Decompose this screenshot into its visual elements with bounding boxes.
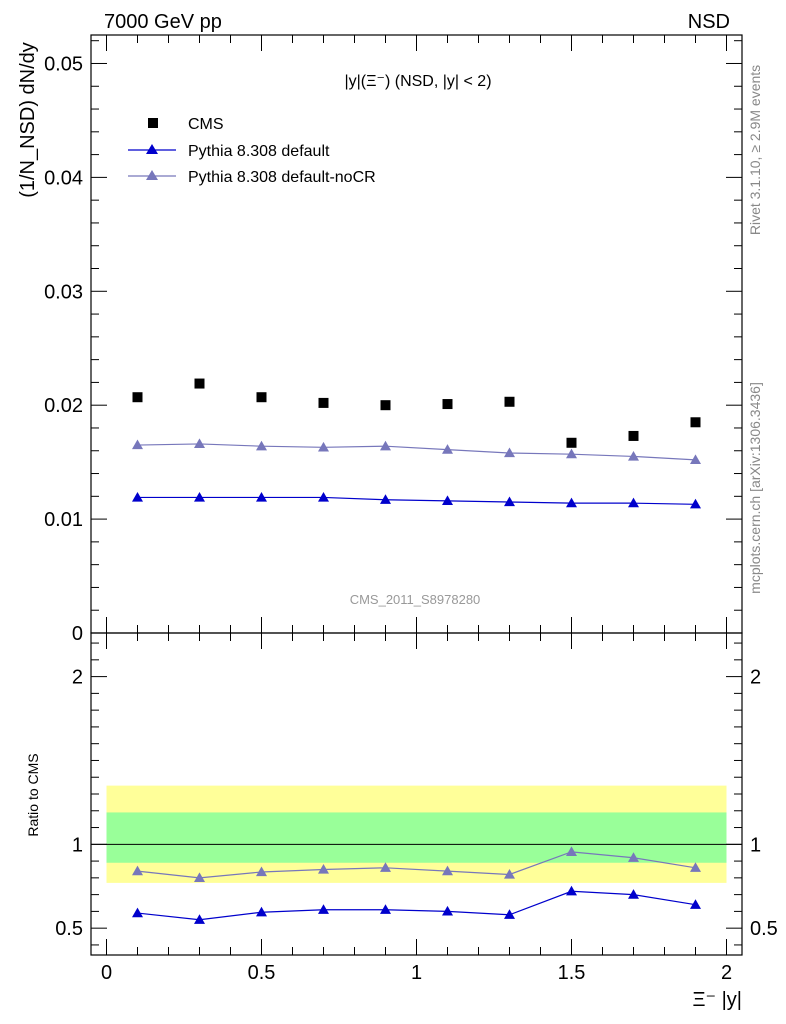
ratio-point-nocr <box>690 862 701 872</box>
main-point-default <box>256 491 267 502</box>
xlabel: Ξ⁻ |y| <box>692 989 742 1011</box>
ratio-band-inner <box>106 812 727 863</box>
ratio-point-nocr <box>194 872 205 882</box>
main-line-default <box>137 496 696 505</box>
main-y-tick-label: 0.02 <box>44 395 83 417</box>
main-point-cms <box>132 392 143 403</box>
main-point-default <box>318 491 329 502</box>
main-marks <box>132 378 701 509</box>
main-point-cms <box>504 396 515 407</box>
main-line-nocr <box>137 443 696 461</box>
main-point-nocr <box>628 450 639 461</box>
main-point-nocr <box>442 444 453 454</box>
ratio-point-nocr <box>318 863 329 874</box>
main-y-tick-label: 0.04 <box>44 167 83 189</box>
x-tick-label: 1 <box>411 962 422 984</box>
legend: CMS Pythia 8.308 default Pythia 8.308 de… <box>128 116 376 186</box>
main-point-default <box>132 491 143 502</box>
ratio-line-default <box>137 890 696 921</box>
main-point-nocr <box>132 439 143 450</box>
main-point-default <box>442 495 453 505</box>
ratio-point-default <box>628 889 639 899</box>
legend-nocr-label: Pythia 8.308 default-noCR <box>188 169 376 186</box>
main-point-cms <box>194 378 205 389</box>
ratio-marks <box>132 846 701 924</box>
axis-ticks: 0 0.5 1 1.5 2 0 0.01 0.02 0.03 0.04 0.05 0.5 0.5 1 1 2 2 <box>44 35 778 984</box>
ratio-point-default <box>442 905 453 916</box>
x-tick-label: 0 <box>101 962 112 984</box>
ratio-point-default <box>132 907 143 918</box>
main-point-nocr <box>504 447 515 458</box>
x-tick-label: 1.5 <box>558 962 586 984</box>
ratio-point-nocr <box>628 852 639 862</box>
plot-title: |y|(Ξ⁻) (NSD, |y| < 2) <box>344 73 491 90</box>
ratio-point-default <box>690 899 701 909</box>
main-point-default <box>628 497 639 508</box>
main-point-cms <box>628 430 639 441</box>
ratio-line-nocr <box>137 851 696 879</box>
main-point-cms <box>566 437 577 448</box>
legend-nocr-marker <box>146 170 158 180</box>
main-point-nocr <box>380 440 391 451</box>
ratio-y-tick-label-right: 0.5 <box>750 918 778 940</box>
main-y-tick-label: 0.03 <box>44 281 83 303</box>
main-point-nocr <box>318 441 329 452</box>
main-point-cms <box>442 399 453 410</box>
ratio-point-nocr <box>566 846 577 856</box>
main-point-default <box>380 494 391 504</box>
ratio-point-default <box>256 906 267 917</box>
ratio-y-tick-label: 1 <box>72 834 83 856</box>
ratio-point-default <box>380 904 391 914</box>
rivet-label: Rivet 3.1.10, ≥ 2.9M events <box>747 65 763 235</box>
main-point-nocr <box>566 448 577 459</box>
x-tick-label: 0.5 <box>248 962 276 984</box>
ratio-point-default <box>318 904 329 914</box>
main-point-nocr <box>256 440 267 451</box>
ratio-y-tick-label: 0.5 <box>55 918 83 940</box>
main-y-tick-label: 0 <box>72 623 83 645</box>
header-right: NSD <box>688 11 730 33</box>
main-point-nocr <box>194 438 205 449</box>
main-point-cms <box>380 400 391 411</box>
ratio-point-nocr <box>256 866 267 877</box>
ratio-point-default <box>504 909 515 919</box>
legend-default-marker <box>146 144 158 154</box>
main-y-tick-label: 0.05 <box>44 53 83 75</box>
ratio-ylabel: Ratio to CMS <box>25 753 41 836</box>
ratio-point-nocr <box>504 869 515 879</box>
main-point-cms <box>256 392 267 403</box>
legend-default-label: Pythia 8.308 default <box>188 143 330 160</box>
ratio-point-default <box>194 914 205 924</box>
ratio-bands <box>91 785 742 883</box>
legend-cms-marker <box>148 118 158 128</box>
ratio-point-nocr <box>442 865 453 876</box>
ratio-point-default <box>566 885 577 896</box>
main-point-cms <box>318 397 329 408</box>
main-point-nocr <box>690 454 701 464</box>
main-point-cms <box>690 417 701 428</box>
main-point-default <box>690 498 701 509</box>
ratio-point-nocr <box>380 862 391 872</box>
x-tick-label: 2 <box>721 962 732 984</box>
ratio-point-nocr <box>132 865 143 876</box>
main-point-default <box>504 496 515 507</box>
ratio-y-tick-label-right: 2 <box>750 667 761 689</box>
legend-cms-label: CMS <box>188 116 224 133</box>
ratio-y-tick-label-right: 1 <box>750 834 761 856</box>
mcplots-label: mcplots.cern.ch [arXiv:1306.3436] <box>747 382 763 594</box>
analysis-tag: CMS_2011_S8978280 <box>350 592 481 607</box>
ratio-y-tick-label: 2 <box>72 667 83 689</box>
main-ylabel: (1/N_NSD) dN/dy <box>17 42 39 198</box>
main-point-default <box>194 491 205 502</box>
header-left: 7000 GeV pp <box>104 11 222 33</box>
main-y-tick-label: 0.01 <box>44 509 83 531</box>
main-point-default <box>566 497 577 508</box>
